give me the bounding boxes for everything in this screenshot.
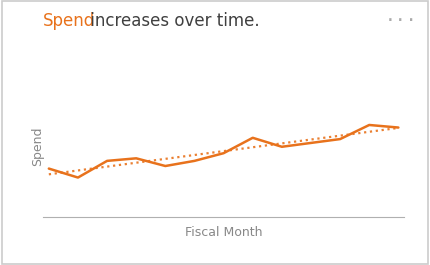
X-axis label: Fiscal Month: Fiscal Month xyxy=(185,226,262,239)
Text: Spend: Spend xyxy=(43,12,95,30)
Y-axis label: Spend: Spend xyxy=(31,126,44,166)
Text: ···: ··· xyxy=(384,12,417,30)
Text: increases over time.: increases over time. xyxy=(85,12,260,30)
